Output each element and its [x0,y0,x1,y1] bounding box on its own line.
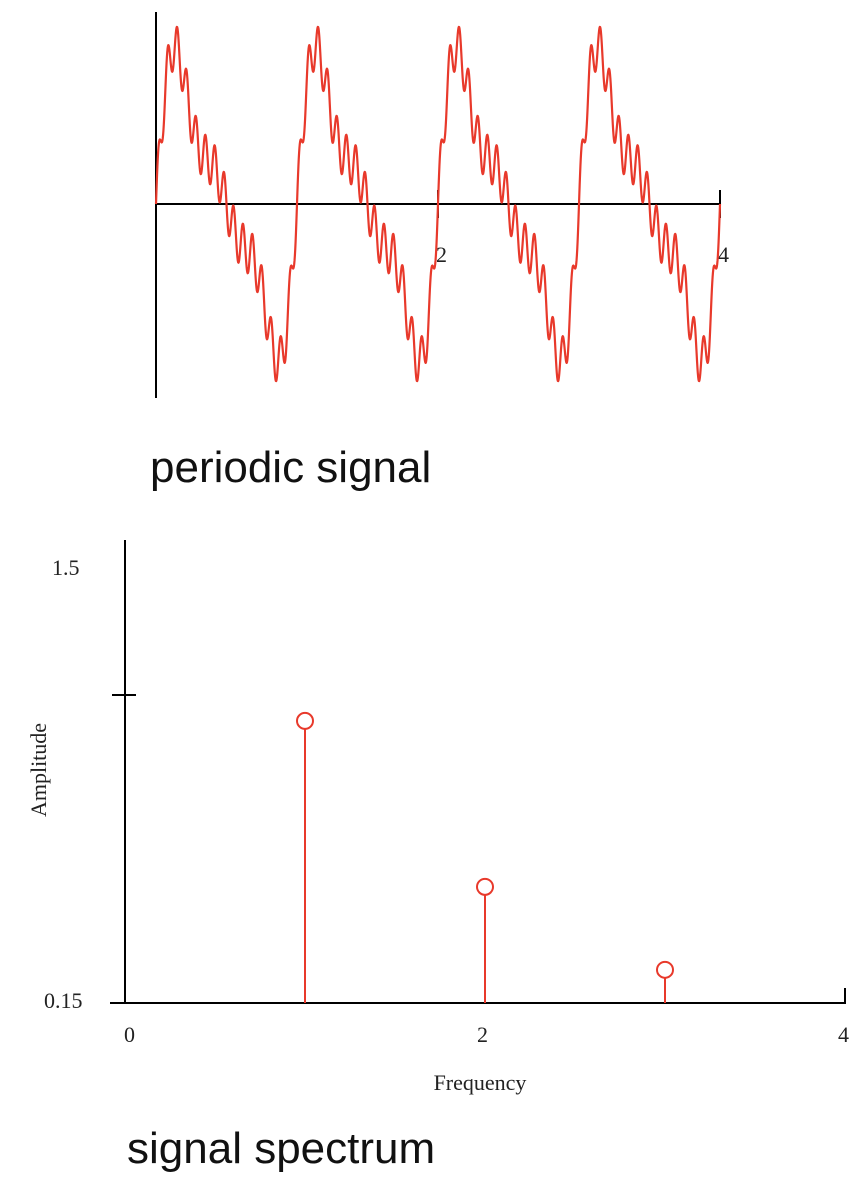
spectrum-caption: signal spectrum [127,1124,435,1173]
spectrum-x-tick-label-2: 2 [477,1022,488,1047]
spectrum-stems [296,711,674,1003]
signal-x-tick-label-2: 2 [436,242,447,267]
signal-x-tick-label-4: 4 [718,242,729,267]
spectrum-chart: 1.5 0.15 0 2 4 Amplitude Frequency [26,540,849,1095]
spectrum-point-3 [656,960,674,979]
spectrum-y-tick-label-0-15: 0.15 [44,988,83,1013]
signal-chart: 2 4 [154,12,729,398]
spectrum-point-2 [476,877,494,896]
spectrum-y-axis-label: Amplitude [26,723,51,817]
spectrum-x-tick-label-4: 4 [838,1022,849,1047]
spectrum-point-1 [296,711,314,730]
spectrum-y-tick-label-1-5: 1.5 [52,555,80,580]
spectrum-x-tick-label-0: 0 [124,1022,135,1047]
spectrum-x-axis-label: Frequency [434,1070,527,1095]
signal-caption: periodic signal [150,443,431,492]
signal-series-line [154,25,722,383]
